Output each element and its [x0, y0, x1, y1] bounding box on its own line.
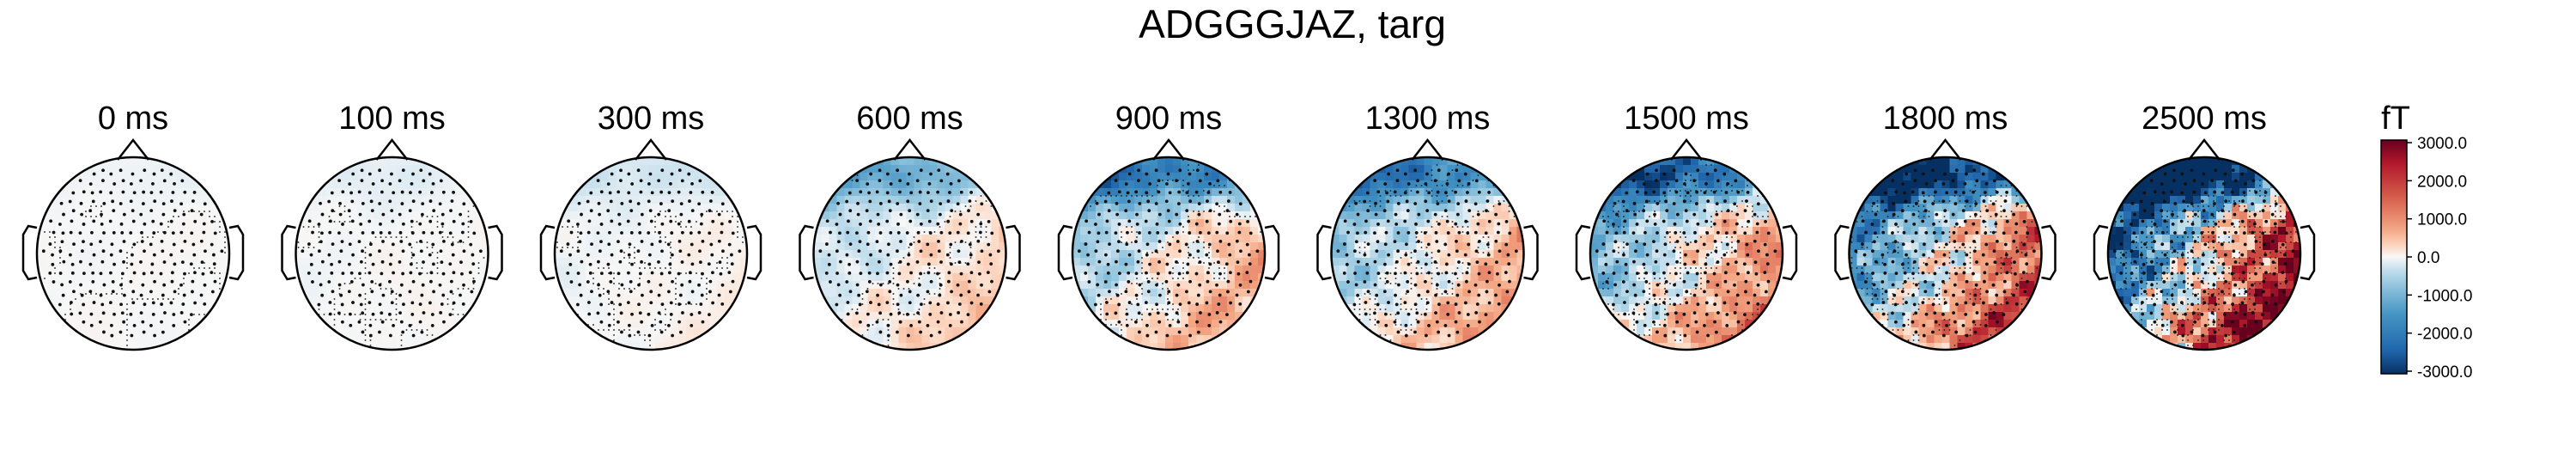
right-ear	[2041, 224, 2057, 281]
head-outline	[2106, 156, 2302, 351]
head-outline	[1589, 156, 1784, 351]
topomap-3: 600 ms	[799, 101, 1021, 351]
colorbar-tick-label: -1000.0	[2417, 287, 2472, 305]
nose	[375, 137, 409, 161]
head-outline	[553, 156, 749, 351]
sensor-markers	[559, 168, 742, 338]
topomap-0: 0 ms	[21, 101, 245, 351]
sensor-markers	[2112, 168, 2295, 338]
right-ear	[2300, 224, 2316, 281]
head-outline	[812, 156, 1007, 351]
topomap-8: 2500 ms	[2093, 101, 2316, 351]
topomap-5: 1300 ms	[1316, 101, 1539, 351]
figure-title: ADGGGJAZ, targ	[1139, 2, 1446, 46]
left-ear	[1834, 224, 1850, 281]
left-ear	[281, 224, 296, 281]
left-ear	[799, 224, 814, 281]
sensor-markers	[1077, 168, 1260, 338]
time-label: 1300 ms	[1365, 101, 1491, 137]
colorbar-tick-label: 3000.0	[2417, 135, 2467, 153]
colorbar: fT 3000.0 2000.0 1000.0 0.0 -1000.0 -2000.0 -3…	[2380, 101, 2472, 382]
sensor-markers	[818, 168, 1000, 338]
heatmap-field	[1849, 157, 2042, 350]
colorbar-tick-label: -3000.0	[2417, 363, 2472, 382]
nose	[1929, 137, 1962, 161]
time-label: 1800 ms	[1883, 101, 2008, 137]
right-ear	[228, 224, 245, 281]
nose	[1670, 137, 1703, 161]
nose	[117, 137, 149, 161]
left-ear	[539, 224, 556, 281]
topomap-7: 1800 ms	[1834, 101, 2057, 351]
colorbar-tick-label: -2000.0	[2417, 326, 2472, 344]
left-ear	[21, 224, 38, 281]
time-label: 2500 ms	[2142, 101, 2267, 137]
right-ear	[1264, 224, 1280, 281]
heatmap-field	[295, 157, 489, 350]
colorbar-tick-label: 2000.0	[2417, 173, 2467, 191]
sensor-markers	[41, 168, 224, 338]
nose	[635, 137, 667, 161]
time-label: 0 ms	[98, 101, 168, 137]
right-ear	[746, 224, 762, 281]
left-ear	[1575, 224, 1591, 281]
left-ear	[1057, 224, 1073, 281]
head-outline	[295, 156, 489, 351]
topomap-row: 0 ms 100 ms 300 ms 600 ms 900 ms 1300 ms 1500 …	[21, 101, 2316, 351]
head-outline	[35, 156, 231, 351]
colorbar-gradient	[2380, 139, 2408, 375]
right-ear	[488, 224, 503, 281]
topomap-2: 300 ms	[539, 101, 762, 351]
right-ear	[1782, 224, 1798, 281]
contour-lines	[1074, 159, 1261, 346]
right-ear	[1523, 224, 1539, 281]
right-ear	[1005, 224, 1021, 281]
head-outline	[1330, 156, 1525, 351]
sensor-markers	[1336, 168, 1518, 338]
colorbar-tick-label: 0.0	[2417, 249, 2439, 267]
time-label: 900 ms	[1115, 101, 1223, 137]
topomap-1: 100 ms	[281, 101, 503, 351]
colorbar-unit-label: fT	[2381, 101, 2410, 137]
topomap-4: 900 ms	[1057, 101, 1280, 351]
sensor-markers	[1854, 168, 2036, 338]
time-label: 300 ms	[598, 101, 705, 137]
topomap-6: 1500 ms	[1575, 101, 1798, 351]
left-ear	[1316, 224, 1332, 281]
time-label: 1500 ms	[1624, 101, 1749, 137]
sensor-markers	[301, 168, 483, 338]
nose	[2188, 137, 2221, 161]
nose	[1411, 137, 1444, 161]
head-outline	[1071, 156, 1267, 351]
nose	[893, 137, 927, 161]
time-label: 600 ms	[856, 101, 963, 137]
colorbar-tick-label: 1000.0	[2417, 211, 2467, 229]
head-outline	[1848, 156, 2043, 351]
sensor-markers	[1595, 168, 1777, 338]
left-ear	[2093, 224, 2109, 281]
nose	[1152, 137, 1185, 161]
time-label: 100 ms	[338, 101, 446, 137]
